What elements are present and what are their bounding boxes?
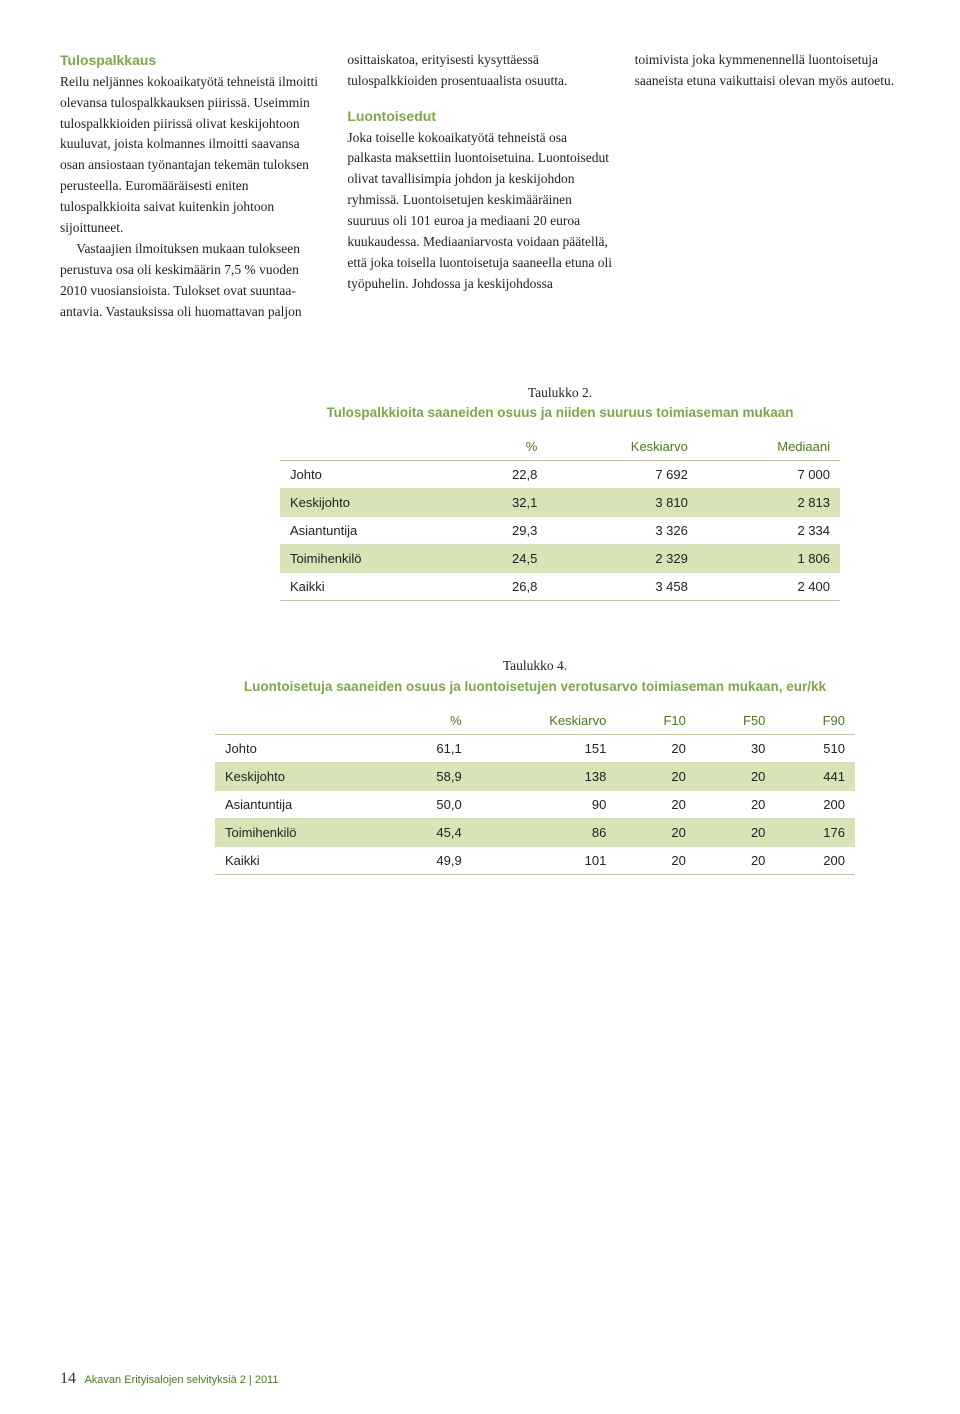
table-cell: 20 [616, 790, 696, 818]
table-cell: Asiantuntija [215, 790, 387, 818]
table-row: Keskijohto32,13 8102 813 [280, 489, 840, 517]
table-cell: Keskijohto [215, 762, 387, 790]
table-header-cell: Mediaani [698, 433, 840, 461]
table-row: Kaikki49,91012020200 [215, 846, 855, 874]
table-cell: Toimihenkilö [215, 818, 387, 846]
table-cell: 176 [775, 818, 855, 846]
table-cell: 20 [616, 762, 696, 790]
table-cell: 1 806 [698, 545, 840, 573]
table-cell: Kaikki [280, 573, 459, 601]
table-cell: 30 [696, 734, 776, 762]
table-cell: 45,4 [387, 818, 472, 846]
table-cell: 32,1 [459, 489, 548, 517]
table-header-row: % Keskiarvo F10 F50 F90 [215, 707, 855, 735]
table-cell: 138 [472, 762, 617, 790]
table-header-cell: F50 [696, 707, 776, 735]
table-row: Johto61,11512030510 [215, 734, 855, 762]
table-cell: 2 813 [698, 489, 840, 517]
column-1: Tulospalkkaus Reilu neljännes kokoaikaty… [60, 50, 325, 323]
table-cell: 58,9 [387, 762, 472, 790]
table-number: Taulukko 2. [280, 383, 840, 403]
body-text: osittaiskatoa, erityisesti kysyttäessä t… [347, 50, 612, 92]
table-header-cell [215, 707, 387, 735]
table-cell: 3 810 [547, 489, 698, 517]
table-cell: 3 326 [547, 517, 698, 545]
table-cell: Kaikki [215, 846, 387, 874]
table-cell: 20 [616, 818, 696, 846]
table-cell: 441 [775, 762, 855, 790]
table-title: Tulospalkkioita saaneiden osuus ja niide… [326, 405, 793, 420]
table-cell: 90 [472, 790, 617, 818]
table-cell: Johto [280, 461, 459, 489]
table-row: Johto22,87 6927 000 [280, 461, 840, 489]
body-text: Vastaajien ilmoituksen mukaan tulokseen … [60, 239, 325, 323]
body-text: Reilu neljännes kokoaikatyötä tehneistä … [60, 72, 325, 239]
table-row: Toimihenkilö45,4862020176 [215, 818, 855, 846]
table-header-cell: % [387, 707, 472, 735]
table-cell: Asiantuntija [280, 517, 459, 545]
table-header-cell: Keskiarvo [547, 433, 698, 461]
table-2: % Keskiarvo Mediaani Johto22,87 6927 000… [280, 433, 840, 601]
table-cell: 20 [616, 734, 696, 762]
table-title: Luontoisetuja saaneiden osuus ja luontoi… [244, 679, 826, 694]
page-number: 14 [60, 1370, 76, 1387]
table-cell: 7 692 [547, 461, 698, 489]
table-cell: 20 [696, 762, 776, 790]
table-2-caption: Taulukko 2. Tulospalkkioita saaneiden os… [280, 383, 840, 424]
table-cell: Johto [215, 734, 387, 762]
page: Tulospalkkaus Reilu neljännes kokoaikaty… [0, 0, 960, 1414]
table-header-row: % Keskiarvo Mediaani [280, 433, 840, 461]
table-cell: 50,0 [387, 790, 472, 818]
table-row: Asiantuntija50,0902020200 [215, 790, 855, 818]
body-text: Joka toiselle kokoaikatyötä tehneistä os… [347, 128, 612, 295]
table-cell: 20 [696, 846, 776, 874]
table-cell: 510 [775, 734, 855, 762]
section-heading-tulospalkkaus: Tulospalkkaus [60, 50, 325, 72]
table-header-cell: F90 [775, 707, 855, 735]
table-row: Toimihenkilö24,52 3291 806 [280, 545, 840, 573]
table-cell: 20 [616, 846, 696, 874]
table-cell: 26,8 [459, 573, 548, 601]
table-row: Kaikki26,83 4582 400 [280, 573, 840, 601]
page-footer: 14 Akavan Erityisalojen selvityksiä 2 | … [60, 1370, 278, 1388]
table-cell: 20 [696, 818, 776, 846]
table-cell: Keskijohto [280, 489, 459, 517]
table-cell: 2 400 [698, 573, 840, 601]
table-cell: 22,8 [459, 461, 548, 489]
table-cell: 24,5 [459, 545, 548, 573]
text-columns: Tulospalkkaus Reilu neljännes kokoaikaty… [60, 50, 900, 323]
table-cell: 151 [472, 734, 617, 762]
table-header-cell: F10 [616, 707, 696, 735]
table-4-caption: Taulukko 4. Luontoisetuja saaneiden osuu… [215, 656, 855, 697]
table-2-wrap: Taulukko 2. Tulospalkkioita saaneiden os… [280, 383, 840, 602]
table-cell: 2 329 [547, 545, 698, 573]
table-cell: 101 [472, 846, 617, 874]
table-4-wrap: Taulukko 4. Luontoisetuja saaneiden osuu… [215, 656, 855, 875]
table-header-cell [280, 433, 459, 461]
table-number: Taulukko 4. [215, 656, 855, 676]
footer-text: Akavan Erityisalojen selvityksiä 2 | 201… [84, 1374, 278, 1386]
table-header-cell: % [459, 433, 548, 461]
column-2: osittaiskatoa, erityisesti kysyttäessä t… [347, 50, 612, 323]
table-header-cell: Keskiarvo [472, 707, 617, 735]
table-cell: 2 334 [698, 517, 840, 545]
table-cell: 29,3 [459, 517, 548, 545]
table-row: Asiantuntija29,33 3262 334 [280, 517, 840, 545]
table-cell: 49,9 [387, 846, 472, 874]
table-cell: 200 [775, 846, 855, 874]
table-cell: 7 000 [698, 461, 840, 489]
column-3: toimivista joka kymmenennellä luontoiset… [635, 50, 900, 323]
table-cell: 61,1 [387, 734, 472, 762]
table-cell: 200 [775, 790, 855, 818]
table-cell: 20 [696, 790, 776, 818]
table-4: % Keskiarvo F10 F50 F90 Johto61,11512030… [215, 707, 855, 875]
body-text: toimivista joka kymmenennellä luontoiset… [635, 50, 900, 92]
table-cell: 3 458 [547, 573, 698, 601]
table-row: Keskijohto58,91382020441 [215, 762, 855, 790]
section-heading-luontoisedut: Luontoisedut [347, 106, 612, 128]
table-cell: 86 [472, 818, 617, 846]
table-cell: Toimihenkilö [280, 545, 459, 573]
